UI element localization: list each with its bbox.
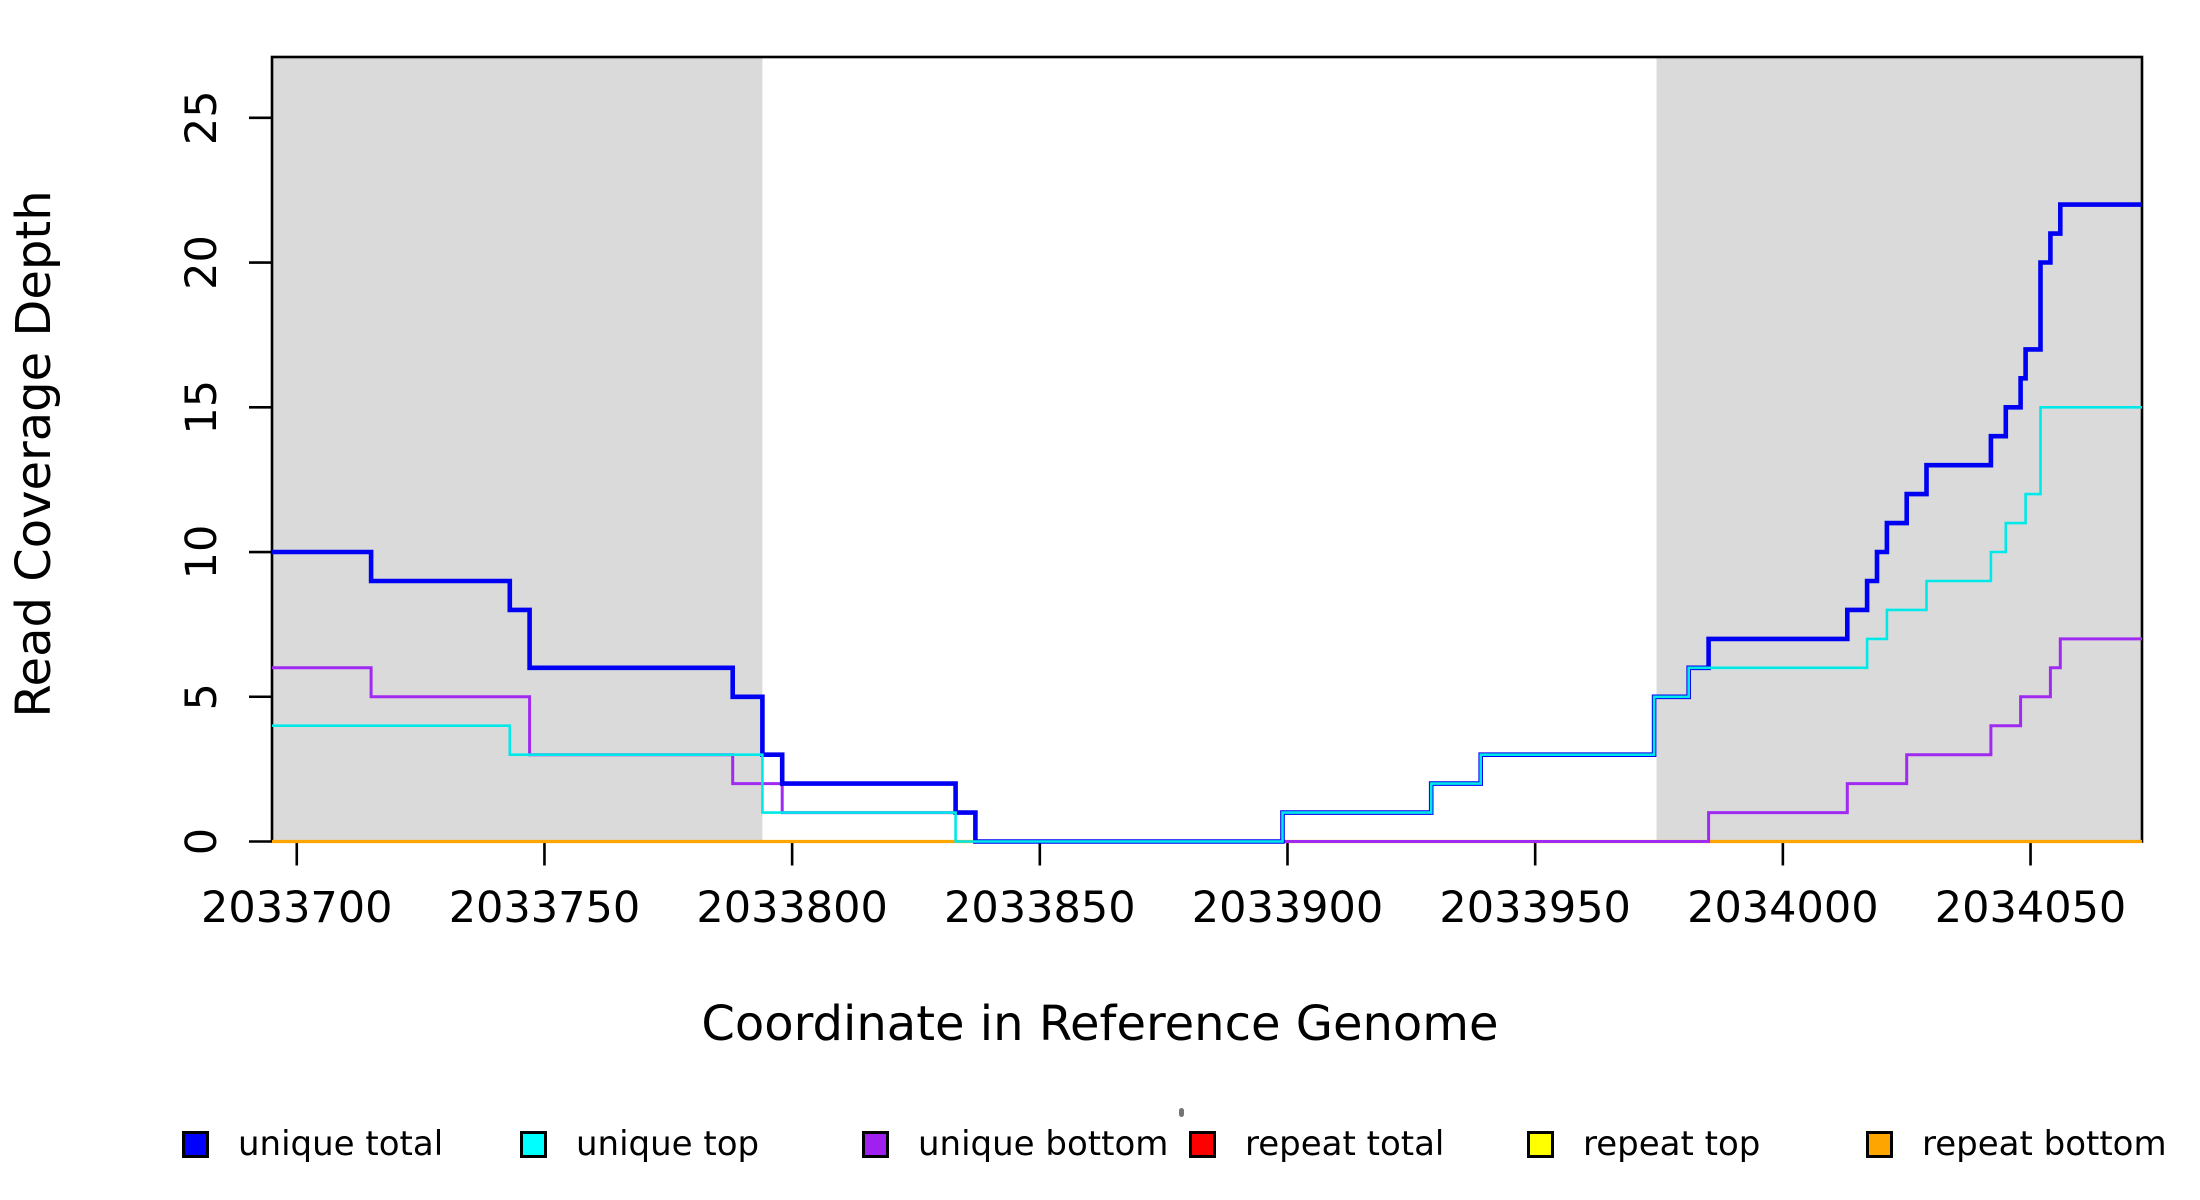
x-axis-title: Coordinate in Reference Genome bbox=[701, 996, 1499, 1052]
legend-item-repeat-bottom: repeat bottom bbox=[1866, 1118, 2167, 1170]
x-tick-label: 2033700 bbox=[201, 883, 393, 933]
legend-swatch-repeat-bottom bbox=[1866, 1130, 1893, 1158]
x-tick-label: 2033950 bbox=[1439, 883, 1631, 933]
legend-item-unique-top: unique top bbox=[520, 1118, 759, 1170]
legend-label: repeat top bbox=[1583, 1124, 1761, 1164]
series-unique-total bbox=[272, 202, 2142, 844]
legend-item-repeat-top: repeat top bbox=[1527, 1118, 1760, 1170]
plot-legend: unique total unique top unique bottom repea… bbox=[0, 1118, 2200, 1170]
y-axis-title: Read Coverage Depth bbox=[6, 190, 62, 718]
x-tick-label: 2033850 bbox=[944, 883, 1136, 933]
y-tick-label: 0 bbox=[177, 828, 227, 855]
legend-label: unique total bbox=[238, 1124, 444, 1164]
y-tick-label: 10 bbox=[177, 525, 227, 580]
shaded-region-2 bbox=[1656, 57, 2142, 842]
legend-label: repeat total bbox=[1245, 1124, 1445, 1164]
legend-swatch-unique-total bbox=[182, 1130, 209, 1158]
legend-swatch-unique-top bbox=[520, 1130, 547, 1158]
x-tick-label: 2034000 bbox=[1687, 883, 1879, 933]
legend-swatch-unique-bottom bbox=[862, 1130, 889, 1158]
legend-item-unique-bottom: unique bottom bbox=[862, 1118, 1168, 1170]
x-tick-label: 2033750 bbox=[449, 883, 641, 933]
legend-label: unique bottom bbox=[918, 1124, 1169, 1164]
shaded-region-1 bbox=[272, 57, 763, 842]
x-tick-label: 2033800 bbox=[696, 883, 888, 933]
legend-item-unique-total: unique total bbox=[182, 1118, 443, 1170]
legend-swatch-repeat-total bbox=[1189, 1130, 1216, 1158]
stray-dot-artifact bbox=[1179, 1108, 1184, 1117]
y-tick-label: 25 bbox=[177, 90, 227, 145]
legend-label: repeat bottom bbox=[1922, 1124, 2167, 1164]
legend-label: unique top bbox=[576, 1124, 760, 1164]
legend-swatch-repeat-top bbox=[1527, 1130, 1554, 1158]
y-tick-label: 15 bbox=[177, 380, 227, 435]
series-unique-top bbox=[272, 406, 2142, 843]
y-tick-label: 20 bbox=[177, 235, 227, 290]
x-tick-label: 2034050 bbox=[1935, 883, 2127, 933]
y-tick-label: 5 bbox=[177, 683, 227, 710]
legend-item-repeat-total: repeat total bbox=[1189, 1118, 1444, 1170]
x-tick-label: 2033900 bbox=[1192, 883, 1384, 933]
